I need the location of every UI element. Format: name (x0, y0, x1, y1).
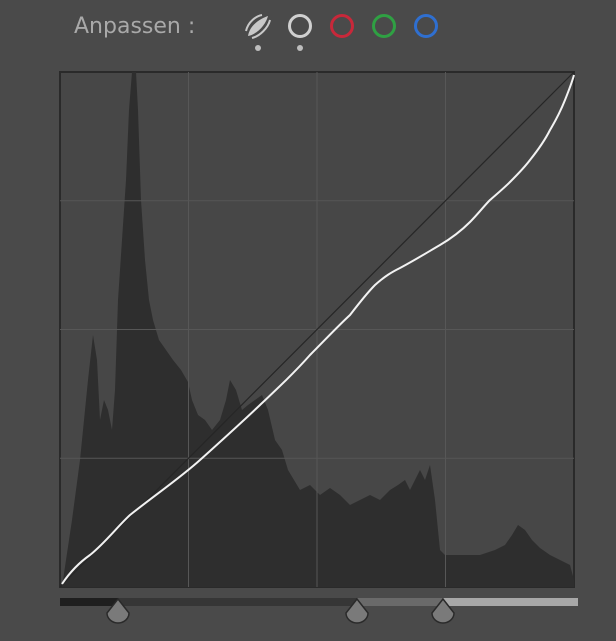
active-dot (255, 45, 261, 51)
parametric-icon[interactable] (245, 14, 271, 39)
channel-icons (245, 14, 438, 51)
baseline-diagonal (59, 71, 575, 588)
curve-area[interactable] (59, 71, 575, 588)
panel-title: Anpassen : (74, 14, 195, 39)
range-slider[interactable] (60, 597, 578, 624)
slider-lights (357, 598, 443, 606)
slider-handle[interactable] (431, 597, 455, 624)
green-channel[interactable] (372, 14, 396, 38)
slider-handle[interactable] (345, 597, 369, 624)
red-channel[interactable] (330, 14, 354, 38)
slider-darks (118, 598, 357, 606)
active-dot (297, 45, 303, 51)
slider-handle[interactable] (106, 597, 130, 624)
slider-highlights (443, 598, 578, 606)
rgb-channel[interactable] (288, 14, 312, 38)
blue-channel[interactable] (414, 14, 438, 38)
tone-curve (61, 74, 575, 585)
slider-shadows (60, 598, 118, 606)
